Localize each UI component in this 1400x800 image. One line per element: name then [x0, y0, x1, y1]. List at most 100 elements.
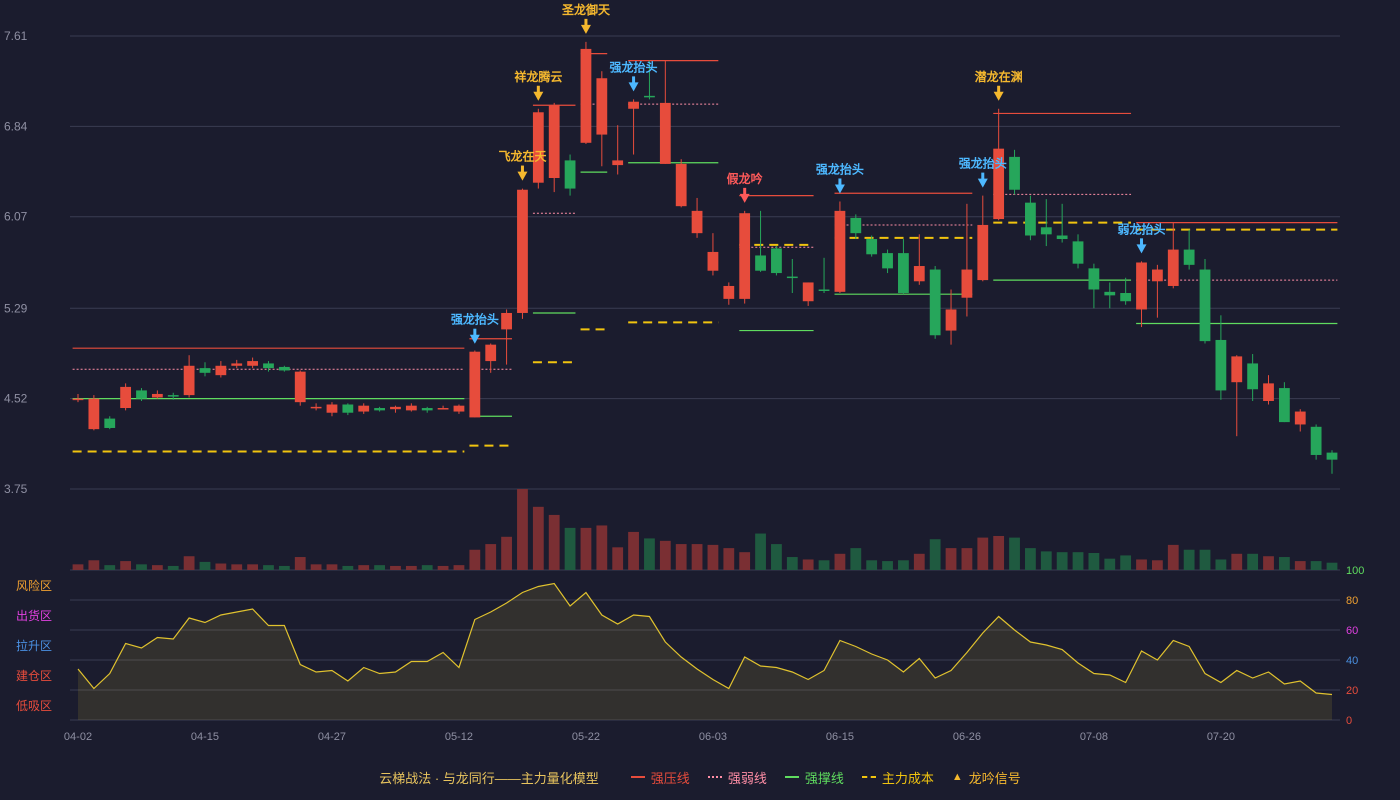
candle-body [120, 386, 132, 409]
volume-bar [326, 564, 338, 570]
signal-arrow-icon [469, 334, 480, 344]
signal-arrow-stem [473, 328, 477, 336]
candle-body [1199, 269, 1211, 342]
volume-bar [469, 549, 481, 570]
candle-body [913, 266, 925, 282]
candle-body [437, 408, 449, 410]
signal-arrow-stem [838, 178, 842, 186]
candle-body [644, 95, 655, 98]
legend-cost-label: 主力成本 [881, 770, 934, 786]
date-tick-label: 04-27 [318, 731, 346, 743]
candle-body [1167, 249, 1179, 286]
volume-bar [1247, 553, 1259, 570]
candle-body [866, 239, 878, 255]
legend-strong-line: 强压线 [630, 768, 690, 787]
candle-body [405, 405, 417, 411]
candle-body [580, 48, 592, 143]
candle-body [1151, 269, 1163, 282]
support-line-swatch [784, 776, 799, 778]
volume-bar [517, 489, 528, 570]
volume-bar [167, 565, 179, 570]
volume-bar [294, 557, 306, 570]
candle-body [469, 351, 481, 418]
candle-body [755, 255, 766, 271]
volume-bar [88, 560, 100, 570]
candle-body [88, 398, 100, 430]
volume-bar [1231, 553, 1243, 570]
candle-body [390, 406, 401, 410]
triangle-icon: ▲ [951, 771, 963, 783]
candle-body [247, 361, 259, 366]
candle-body [882, 253, 893, 269]
price-tick-label: 6.07 [4, 210, 28, 224]
volume-bar [1025, 548, 1036, 570]
candle-body [72, 398, 84, 401]
candle-body [929, 269, 941, 336]
date-tick-label: 06-03 [699, 731, 727, 743]
volume-bar [104, 565, 116, 570]
axis-labels: 7.61 6.84 6.07 5.29 4.52 3.75 100 80 60 40 20 0 风险区出… [4, 29, 1364, 743]
volume-bar [437, 565, 449, 570]
date-tick-label: 04-02 [64, 731, 92, 743]
volume-bar [215, 563, 227, 570]
signal-arrow-stem [997, 85, 1001, 93]
volume-bar [707, 544, 719, 570]
volume-bar [151, 565, 163, 570]
candle-body [104, 418, 116, 428]
volume-bar [421, 565, 433, 570]
volume-bar [1326, 562, 1338, 570]
volume-bars [72, 489, 1338, 570]
candle-body [231, 363, 243, 366]
candle-body [1263, 383, 1274, 401]
volume-bar [1263, 556, 1274, 570]
candle-body [1120, 293, 1132, 302]
volume-bar [644, 538, 655, 570]
volume-bar [1088, 552, 1100, 570]
legend-title: 云梯战法 · 与龙同行——主力量化模型 [379, 770, 599, 786]
signal-label: 祥龙腾云 [514, 69, 562, 84]
signal-arrow-stem [632, 76, 636, 84]
candle-body [183, 365, 195, 396]
volume-bar [564, 527, 576, 570]
volume-bar [374, 565, 385, 570]
strong-line-swatch [630, 776, 645, 778]
volume-bar [532, 506, 544, 570]
candle-body [1326, 452, 1338, 460]
candle-body [1072, 241, 1084, 264]
candle-body [723, 285, 735, 299]
price-tick-label: 5.29 [4, 301, 28, 315]
volume-bar [72, 564, 84, 570]
candle-body [532, 112, 544, 183]
candle-body [771, 248, 782, 274]
candle-body [215, 365, 227, 376]
volume-bar [1072, 552, 1084, 570]
volume-bar [1056, 552, 1068, 570]
candle-body [485, 344, 497, 362]
date-tick-label: 04-15 [191, 731, 219, 743]
osc-tick-label: 0 [1346, 715, 1352, 727]
candle-body [1183, 249, 1195, 265]
candle-body [294, 371, 306, 403]
osc-zone-label: 风险区 [16, 578, 52, 593]
legend-strong-label: 强压线 [650, 770, 690, 786]
signal-label: 强龙抬头 [959, 156, 1007, 171]
signal-arrow-stem [981, 172, 985, 180]
candle-body [834, 210, 846, 292]
candle-body [342, 404, 354, 413]
volume-bar [485, 544, 497, 570]
osc-zone-label: 出货区 [16, 608, 52, 623]
volume-bar [183, 556, 195, 570]
legend-signal-label: 龙吟信号 [968, 770, 1021, 786]
oscillator-line [77, 582, 1333, 696]
candle-body [659, 102, 671, 164]
candle-body [1310, 426, 1322, 455]
candle-body [263, 363, 274, 369]
date-tick-label: 05-22 [572, 731, 600, 743]
volume-bar [834, 553, 846, 570]
signal-arrow-icon [977, 178, 988, 188]
volume-bar [1009, 537, 1020, 570]
candle-body [1009, 156, 1020, 190]
volume-bar [882, 561, 893, 570]
candle-body [358, 405, 370, 412]
signal-arrow-stem [584, 18, 588, 26]
